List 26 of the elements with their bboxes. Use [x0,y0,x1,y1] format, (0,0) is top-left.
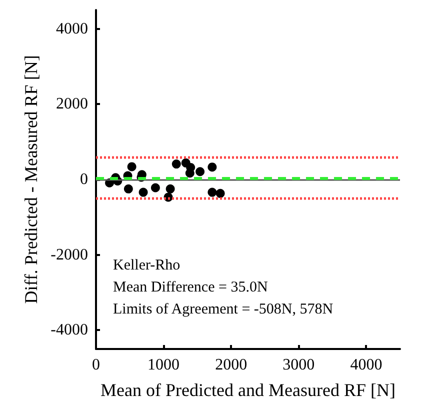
y-tick-label: -4000 [50,322,88,339]
annotation: Limits of Agreement = -508N, 578N [113,302,334,318]
x-tick-label: 1000 [148,356,180,374]
x-tick-label: 2000 [215,356,248,374]
annotation: Keller-Rho [113,258,180,274]
y-tick-label: 4000 [56,20,88,38]
y-tick-label: 2000 [56,96,88,113]
point [196,167,205,176]
point [150,183,160,192]
x-axis-title: Mean of Predicted and Measured RF [N] [100,380,396,400]
point [185,168,194,178]
point [216,188,225,198]
annotation: Mean Difference = 35.0N [113,280,268,296]
x-tick-label: 3000 [282,356,315,374]
x-tick-label: 4000 [350,356,382,374]
y-tick-label: 0 [80,171,88,188]
point [172,160,181,169]
point [124,184,133,194]
point [208,162,217,172]
point [208,188,217,197]
point [127,162,136,172]
x-tick-label: 0 [92,356,100,374]
y-axis-title: Diff. Predicted - Measured RF [N] [20,55,41,304]
y-tick-label: -2000 [50,246,88,264]
point [138,188,148,197]
point [166,184,175,194]
